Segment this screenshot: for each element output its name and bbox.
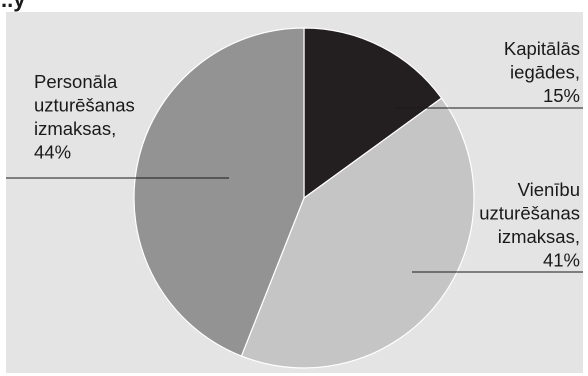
data-label-line: 15% [543, 85, 580, 106]
data-label-line: Vienību [518, 179, 580, 200]
pie-slice-personala-uzturesanas [133, 27, 305, 357]
pie-slice-vienibu-uzturesanas [240, 97, 475, 369]
data-label-line: Personāla [34, 71, 118, 92]
data-label-line: Kapitālās [504, 38, 580, 59]
data-label-line: iegādes, [510, 62, 580, 83]
cropped-title-fragment: ..y [0, 0, 72, 12]
data-label-personala-uzturesanas: Personāla uzturēšanas izmaksas, 44% [34, 71, 135, 163]
data-label-line: 41% [543, 250, 580, 271]
data-label-line: uzturēšanas [479, 203, 580, 224]
pie-slice-kapitalas-iegades [303, 27, 443, 200]
data-label-line: izmaksas, [34, 118, 116, 139]
data-label-line: 44% [34, 142, 71, 163]
data-label-vienibu-uzturesanas: Vienību uzturēšanas izmaksas, 41% [479, 179, 580, 271]
data-label-line: uzturēšanas [34, 95, 135, 116]
data-label-kapitalas-iegades: Kapitālās iegādes, 15% [504, 38, 580, 106]
cropped-title-text: ..y [1, 0, 25, 12]
data-label-line: izmaksas, [498, 226, 580, 247]
